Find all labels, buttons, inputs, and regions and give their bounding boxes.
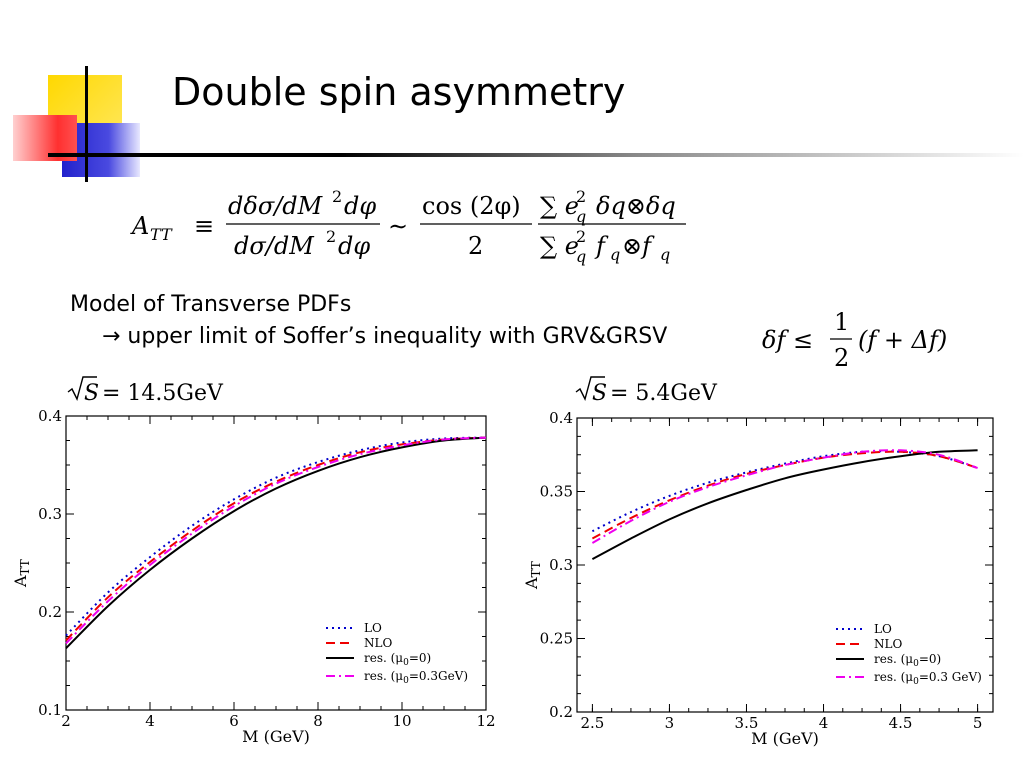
energy-sqrt-s: S xyxy=(592,381,607,406)
series-line-3 xyxy=(65,436,487,645)
formula-sum-den-sub3: q xyxy=(660,245,670,264)
y-tick-label: 0.4 xyxy=(38,407,62,425)
x-tick-label: 2 xyxy=(61,712,71,730)
y-axis-label: ATT xyxy=(11,559,32,588)
x-tick-label: 5 xyxy=(973,714,983,732)
x-tick-label: 6 xyxy=(229,712,239,730)
energy-label: S = 5.4GeV xyxy=(575,376,718,406)
formula-sum-num-sub: q xyxy=(576,207,586,226)
y-tick-label: 0.2 xyxy=(549,703,573,721)
ineq-lhs: δf ≤ xyxy=(762,326,813,354)
y-axis-label: ATT xyxy=(522,561,543,590)
decor-vertical-line xyxy=(85,66,88,182)
formula-den1-sup: 2 xyxy=(326,227,336,246)
x-tick-label: 3 xyxy=(665,714,675,732)
y-tick-label: 0.2 xyxy=(38,603,62,621)
series-line-3 xyxy=(591,449,978,544)
x-tick-label: 8 xyxy=(313,712,323,730)
y-tick-label: 0.1 xyxy=(38,701,62,719)
legend-label: NLO xyxy=(364,636,392,650)
legend-label: LO xyxy=(364,621,382,635)
series-line-0 xyxy=(65,436,487,637)
formula-num1-sup: 2 xyxy=(332,187,342,206)
model-text: Model of Transverse PDFs xyxy=(70,292,352,317)
x-axis-label: M (GeV) xyxy=(242,727,310,746)
ineq-frac-den: 2 xyxy=(834,344,849,372)
plot-frame xyxy=(576,417,994,713)
energy-sqrt-s: S xyxy=(84,381,99,406)
ineq-rhs: (f + Δf) xyxy=(858,326,947,354)
energy-label: S = 14.5GeV xyxy=(67,376,224,406)
asymmetry-formula: A TT ≡ dδσ/dM 2 dφ dσ/dM 2 dφ ∼ cos (2φ)… xyxy=(130,182,690,280)
formula-sum-num-sup: 2 xyxy=(576,187,586,206)
soffer-inequality-svg: δf ≤ 1 2 (f + Δf) xyxy=(762,308,947,372)
legend-label: res. (μ0=0) xyxy=(364,651,431,668)
legend-label: res. (μ0=0.3 GeV) xyxy=(874,670,982,687)
energy-value: = 5.4GeV xyxy=(610,381,718,406)
x-tick-label: 12 xyxy=(476,712,495,730)
formula-sum-den-sup: 2 xyxy=(576,227,586,246)
y-tick-label: 0.3 xyxy=(549,556,573,574)
x-tick-label: 4 xyxy=(819,714,829,732)
title-underline xyxy=(48,153,1024,157)
legend-label: res. (μ0=0) xyxy=(874,652,941,669)
soffer-limit-text: → upper limit of Soffer’s inequality wit… xyxy=(102,324,668,349)
formula-cos-num: cos (2φ) xyxy=(422,192,521,220)
x-tick-label: 10 xyxy=(392,712,411,730)
formula-num1: dδσ/dM xyxy=(228,192,324,220)
series-line-0 xyxy=(591,450,978,533)
slide-title: Double spin asymmetry xyxy=(172,70,626,114)
x-tick-label: 4 xyxy=(145,712,155,730)
y-tick-label: 0.35 xyxy=(540,483,573,501)
x-tick-label: 4.5 xyxy=(889,714,913,732)
x-axis-label: M (GeV) xyxy=(751,729,819,748)
chart-5p4gev: S = 5.4GeV 2.5 3 3.5 4 4.5 5 0.2 0.25 0.3 0.35 0.4 M … xyxy=(522,376,994,748)
legend-label: res. (μ0=0.3GeV) xyxy=(364,669,468,686)
series-line-2 xyxy=(65,436,487,650)
formula-lhs-sub: TT xyxy=(150,225,173,244)
formula-lhs: A xyxy=(130,212,149,240)
formula-equiv: ≡ xyxy=(194,212,214,240)
ineq-frac-num: 1 xyxy=(834,308,849,336)
y-tick-label: 0.3 xyxy=(38,505,62,523)
legend-label: LO xyxy=(874,622,892,636)
formula-num1-tail: dφ xyxy=(344,192,376,220)
formula-sum-num-tail: δq⊗δq xyxy=(596,192,676,220)
formula-den1: dσ/dM xyxy=(234,232,315,260)
series-line-2 xyxy=(591,449,978,560)
x-tick-label: 2.5 xyxy=(580,714,604,732)
y-tick-label: 0.4 xyxy=(549,409,573,427)
sqrt-sign xyxy=(67,376,97,401)
series-line-1 xyxy=(65,436,487,642)
formula-den1-tail: dφ xyxy=(338,232,370,260)
sqrt-sign xyxy=(575,376,605,401)
formula-sum-num: ∑ e xyxy=(540,192,579,220)
plot-frame xyxy=(65,415,487,711)
x-tick-label: 3.5 xyxy=(735,714,759,732)
formula-sum-den: ∑ e xyxy=(540,232,579,260)
formula-cos-den: 2 xyxy=(468,232,483,260)
energy-value: = 14.5GeV xyxy=(102,381,224,406)
asymmetry-formula-svg: A TT ≡ dδσ/dM 2 dφ dσ/dM 2 dφ ∼ cos (2φ)… xyxy=(130,187,686,266)
formula-sum-den-tail: f xyxy=(594,232,609,260)
legend-label: NLO xyxy=(874,637,902,651)
formula-sum-den-sub: q xyxy=(576,247,586,266)
y-tick-label: 0.25 xyxy=(540,630,573,648)
chart-14p5gev: S = 14.5GeV 2 4 6 8 10 12 0.1 0.2 0.3 0.4 M (GeV) ATT… xyxy=(11,376,496,746)
formula-sum-den-tail2: ⊗f xyxy=(622,232,655,260)
formula-sum-den-sub2: q xyxy=(610,245,620,264)
soffer-inequality: δf ≤ 1 2 (f + Δf) xyxy=(762,306,992,376)
formula-sim: ∼ xyxy=(388,212,408,240)
series-line-1 xyxy=(591,450,978,540)
